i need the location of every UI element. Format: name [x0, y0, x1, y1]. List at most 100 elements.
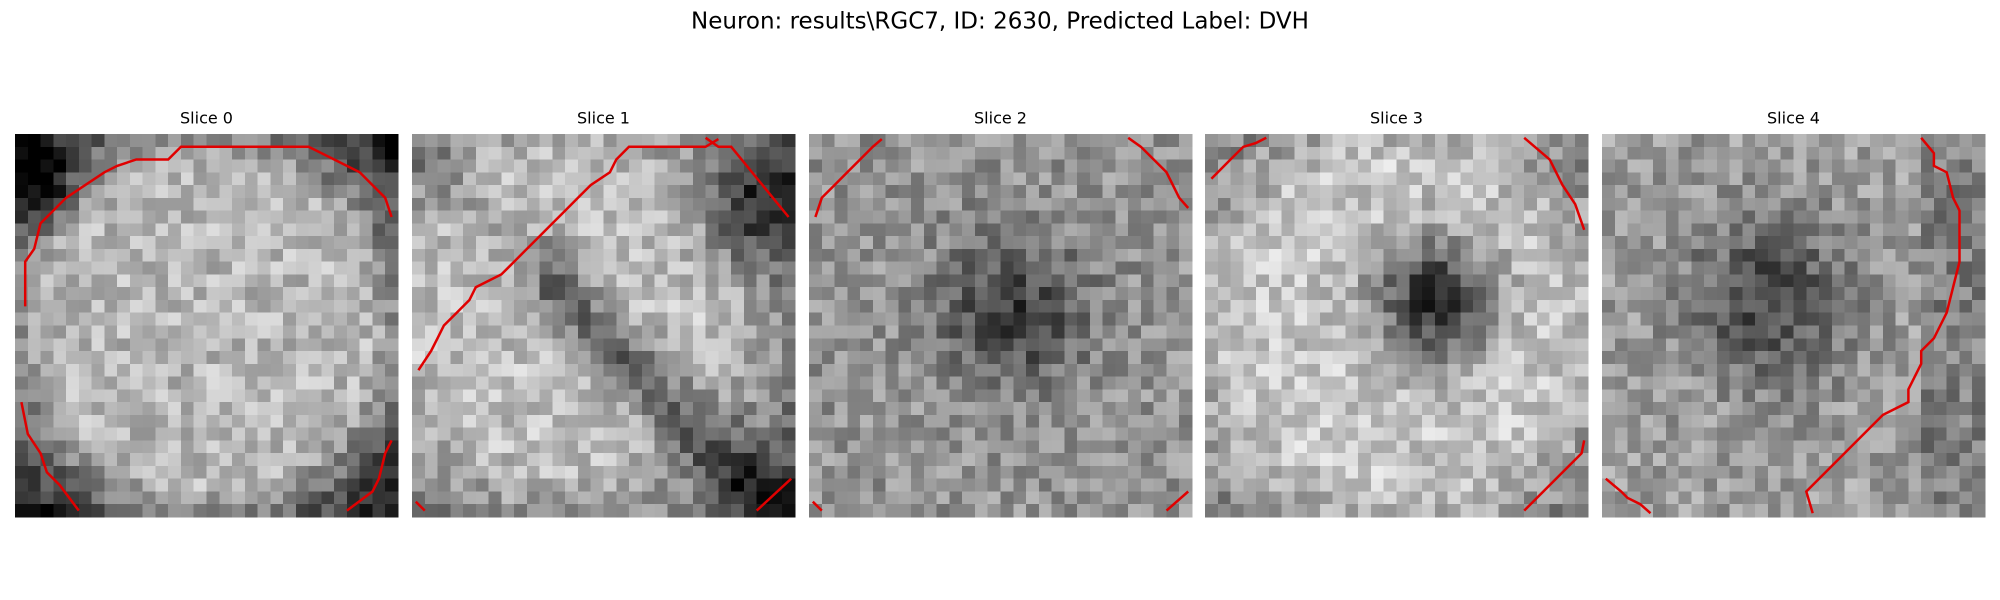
pixel [1013, 402, 1027, 416]
pixel [1064, 338, 1078, 352]
pixel [475, 185, 489, 199]
pixel [1473, 478, 1487, 492]
pixel [1498, 185, 1512, 199]
pixel [372, 427, 386, 441]
pixel [1077, 363, 1091, 377]
pixel [718, 261, 732, 275]
pixel [1268, 478, 1282, 492]
pixel [385, 312, 399, 326]
pixel [232, 465, 246, 480]
pixel [756, 146, 770, 160]
pixel [168, 197, 182, 211]
pixel [1013, 159, 1027, 173]
pixel [1767, 453, 1782, 467]
pixel [232, 363, 246, 377]
pixel [1882, 376, 1897, 390]
pixel [1921, 159, 1935, 173]
pixel [206, 351, 220, 365]
pixel [104, 440, 118, 454]
pixel [359, 248, 373, 263]
pixel [923, 287, 938, 301]
pixel [1166, 414, 1180, 429]
pixel [885, 172, 899, 186]
pixel [1179, 236, 1193, 250]
pixel [539, 363, 553, 377]
pixel [1243, 159, 1257, 173]
pixel [974, 146, 989, 160]
pixel [15, 427, 29, 441]
pixel [1383, 299, 1397, 314]
pixel [1549, 491, 1563, 505]
pixel [1332, 414, 1346, 429]
pixel [1819, 414, 1833, 429]
pixel [641, 351, 655, 365]
pixel [1678, 402, 1692, 416]
pixel [769, 389, 783, 403]
pixel [1243, 197, 1257, 211]
pixel [1511, 491, 1525, 505]
pixel [1064, 440, 1078, 454]
pixel [1819, 248, 1833, 263]
pixel [1102, 363, 1116, 377]
pixel [1959, 261, 1973, 275]
pixel [142, 414, 156, 429]
pixel [860, 491, 874, 505]
pixel [321, 248, 335, 263]
pixel [629, 312, 643, 326]
pixel [603, 504, 617, 518]
pixel [1128, 185, 1142, 199]
pixel [1844, 159, 1858, 173]
pixel [1281, 465, 1295, 480]
pixel [1959, 146, 1973, 160]
pixel [885, 197, 899, 211]
pixel [168, 402, 182, 416]
pixel [155, 172, 169, 186]
pixel [1422, 236, 1436, 250]
pixel [590, 299, 604, 314]
pixel [232, 312, 246, 326]
pixel [1653, 146, 1667, 160]
pixel [1026, 197, 1040, 211]
pixel [1691, 185, 1705, 199]
pixel [654, 172, 668, 186]
pixel [1640, 427, 1654, 441]
pixel [1051, 465, 1065, 480]
pixel [1243, 376, 1257, 390]
pixel [514, 172, 528, 186]
pixel [539, 146, 553, 160]
pixel [1332, 197, 1346, 211]
pixel [692, 414, 707, 429]
pixel [1217, 134, 1231, 148]
pixel [616, 478, 630, 492]
pixel [962, 287, 976, 301]
pixel [1498, 248, 1512, 263]
pixel [654, 274, 668, 288]
pixel [1473, 299, 1487, 314]
pixel [577, 402, 592, 416]
pixel [1205, 478, 1219, 492]
pixel [1307, 159, 1321, 173]
pixel [1844, 248, 1858, 263]
pixel [257, 172, 271, 186]
pixel [667, 453, 681, 467]
pixel [1524, 414, 1538, 429]
slice-panel: Slice 3 [1205, 109, 1589, 518]
pixel [1064, 172, 1078, 186]
pixel [1767, 172, 1782, 186]
pixel [232, 491, 246, 505]
pixel [898, 236, 912, 250]
pixel [911, 376, 925, 390]
pixel [1013, 197, 1027, 211]
pixel [117, 338, 131, 352]
pixel [346, 478, 361, 492]
pixel [1959, 414, 1973, 429]
pixel [180, 491, 195, 505]
pixel [1793, 504, 1807, 518]
pixel [1511, 223, 1525, 237]
pixel [295, 427, 310, 441]
pixel [1409, 402, 1423, 416]
pixel [475, 248, 489, 263]
pixel [1179, 338, 1193, 352]
pixel [1536, 274, 1551, 288]
pixel [359, 338, 373, 352]
